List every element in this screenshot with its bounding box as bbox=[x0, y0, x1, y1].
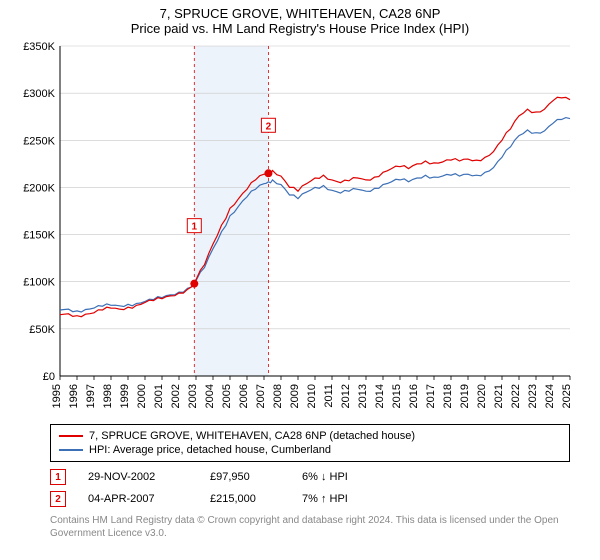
svg-text:£150K: £150K bbox=[23, 230, 55, 242]
transaction-date: 04-APR-2007 bbox=[88, 493, 188, 505]
svg-text:2001: 2001 bbox=[153, 384, 165, 408]
transaction-pct: 6% ↓ HPI bbox=[302, 471, 382, 483]
svg-text:£200K: £200K bbox=[23, 182, 55, 194]
legend-item: HPI: Average price, detached house, Cumb… bbox=[59, 443, 561, 457]
svg-text:2: 2 bbox=[266, 121, 272, 132]
svg-text:2013: 2013 bbox=[357, 384, 369, 408]
svg-text:1997: 1997 bbox=[85, 384, 97, 408]
svg-text:2012: 2012 bbox=[340, 384, 352, 408]
transaction-marker: 2 bbox=[50, 491, 66, 507]
svg-text:2024: 2024 bbox=[544, 384, 556, 408]
legend-label: 7, SPRUCE GROVE, WHITEHAVEN, CA28 6NP (d… bbox=[89, 430, 415, 442]
chart-title: 7, SPRUCE GROVE, WHITEHAVEN, CA28 6NP bbox=[0, 0, 600, 21]
svg-text:2018: 2018 bbox=[442, 384, 454, 408]
transaction-price: £97,950 bbox=[210, 471, 280, 483]
legend-swatch bbox=[59, 449, 83, 451]
svg-text:£250K: £250K bbox=[23, 135, 55, 147]
svg-text:2015: 2015 bbox=[391, 384, 403, 408]
transaction-pct: 7% ↑ HPI bbox=[302, 493, 382, 505]
svg-text:£350K: £350K bbox=[23, 41, 55, 53]
chart-subtitle: Price paid vs. HM Land Registry's House … bbox=[0, 21, 600, 38]
svg-text:1: 1 bbox=[192, 222, 198, 233]
svg-text:1995: 1995 bbox=[51, 384, 63, 408]
svg-text:2002: 2002 bbox=[170, 384, 182, 408]
footnote: Contains HM Land Registry data © Crown c… bbox=[50, 514, 570, 540]
svg-text:2005: 2005 bbox=[221, 384, 233, 408]
svg-text:£50K: £50K bbox=[29, 324, 55, 336]
svg-text:2000: 2000 bbox=[136, 384, 148, 408]
legend: 7, SPRUCE GROVE, WHITEHAVEN, CA28 6NP (d… bbox=[50, 424, 570, 462]
svg-text:2017: 2017 bbox=[425, 384, 437, 408]
price-chart: £0 £50K £100K £150K £200K £250K £300K £350K 1995… bbox=[15, 38, 585, 418]
svg-text:2023: 2023 bbox=[527, 384, 539, 408]
svg-text:2020: 2020 bbox=[476, 384, 488, 408]
svg-text:2011: 2011 bbox=[323, 384, 335, 408]
svg-text:2025: 2025 bbox=[561, 384, 573, 408]
svg-text:2010: 2010 bbox=[306, 384, 318, 408]
legend-item: 7, SPRUCE GROVE, WHITEHAVEN, CA28 6NP (d… bbox=[59, 429, 561, 443]
svg-text:2004: 2004 bbox=[204, 384, 216, 408]
svg-text:2009: 2009 bbox=[289, 384, 301, 408]
svg-text:2014: 2014 bbox=[374, 384, 386, 408]
transaction-table: 1 29-NOV-2002 £97,950 6% ↓ HPI 2 04-APR-2007 £… bbox=[50, 466, 570, 510]
transaction-date: 29-NOV-2002 bbox=[88, 471, 188, 483]
legend-label: HPI: Average price, detached house, Cumb… bbox=[89, 444, 331, 456]
transaction-price: £215,000 bbox=[210, 493, 280, 505]
svg-text:£300K: £300K bbox=[23, 88, 55, 100]
svg-text:2003: 2003 bbox=[187, 384, 199, 408]
svg-text:£100K: £100K bbox=[23, 277, 55, 289]
svg-text:2006: 2006 bbox=[238, 384, 250, 408]
svg-text:2021: 2021 bbox=[493, 384, 505, 408]
legend-swatch bbox=[59, 435, 83, 437]
svg-text:1998: 1998 bbox=[102, 384, 114, 408]
transaction-marker: 1 bbox=[50, 469, 66, 485]
svg-text:2022: 2022 bbox=[510, 384, 522, 408]
svg-text:2007: 2007 bbox=[255, 384, 267, 408]
svg-text:1996: 1996 bbox=[68, 384, 80, 408]
svg-text:2016: 2016 bbox=[408, 384, 420, 408]
transaction-row: 1 29-NOV-2002 £97,950 6% ↓ HPI bbox=[50, 466, 570, 488]
svg-text:2008: 2008 bbox=[272, 384, 284, 408]
svg-text:1999: 1999 bbox=[119, 384, 131, 408]
svg-text:2019: 2019 bbox=[459, 384, 471, 408]
svg-text:£0: £0 bbox=[43, 371, 55, 383]
transaction-row: 2 04-APR-2007 £215,000 7% ↑ HPI bbox=[50, 488, 570, 510]
